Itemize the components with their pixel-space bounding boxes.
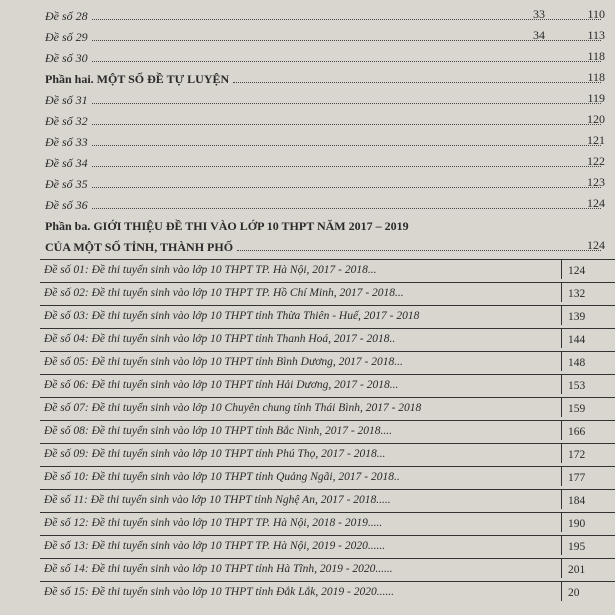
toc-entry: Đề số 28 33 110 [45,4,605,24]
dot-leader [91,40,601,41]
row-label: Đề số 06: Đề thi tuyển sinh vào lớp 10 T… [44,379,399,391]
toc-entry: Phần hai. MỘT SỐ ĐỀ TỰ LUYỆN 118 [45,67,605,87]
section-title: Phần ba. GIỚI THIỆU ĐỀ THI VÀO LỚP 10 TH… [45,219,409,233]
page-number: 184 [561,490,585,509]
sub-page: 33 [533,7,545,21]
toc-entry: Đề số 35 123 [45,172,605,192]
table-row: Đề số 14: Đề thi tuyển sinh vào lớp 10 T… [40,558,615,582]
table-row: Đề số 06: Đề thi tuyển sinh vào lớp 10 T… [40,374,615,398]
table-row: Đề số 08: Đề thi tuyển sinh vào lớp 10 T… [40,420,615,444]
page-number: 118 [587,49,605,63]
row-label: Đề số 14: Đề thi tuyển sinh vào lớp 10 T… [44,563,393,575]
page-number: 159 [561,398,585,417]
dot-leader [91,187,601,188]
row-label: Đề số 03: Đề thi tuyển sinh vào lớp 10 T… [44,310,420,322]
table-row: Đề số 02: Đề thi tuyển sinh vào lớp 10 T… [40,282,615,306]
table-row: Đề số 12: Đề thi tuyển sinh vào lớp 10 T… [40,512,615,536]
row-label: Đề số 15: Đề thi tuyển sinh vào lớp 10 T… [44,586,394,598]
toc-entry: Đề số 29 34 113 [45,25,605,45]
page-number: 172 [561,444,585,463]
entry-label: Đề số 34 [45,156,88,170]
table-row: Đề số 13: Đề thi tuyển sinh vào lớp 10 T… [40,535,615,559]
dot-leader [237,250,601,251]
table-row: Đề số 05: Đề thi tuyển sinh vào lớp 10 T… [40,351,615,375]
row-label: Đề số 10: Đề thi tuyển sinh vào lớp 10 T… [44,471,400,483]
row-label: Đề số 13: Đề thi tuyển sinh vào lớp 10 T… [44,540,386,552]
page-number: 144 [561,329,585,348]
row-label: Đề số 11: Đề thi tuyển sinh vào lớp 10 T… [44,494,391,506]
row-label: Đề số 12: Đề thi tuyển sinh vào lớp 10 T… [44,517,383,529]
dot-leader [233,82,601,83]
table-row: Đề số 15: Đề thi tuyển sinh vào lớp 10 T… [40,581,615,605]
toc-entry: Đề số 32 120 [45,109,605,129]
dot-leader [91,145,601,146]
sub-page: 34 [533,28,545,42]
toc-entry: Đề số 33 121 [45,130,605,150]
page-number: 153 [561,375,585,394]
entry-label: Đề số 30 [45,51,88,65]
table-row: Đề số 10: Đề thi tuyển sinh vào lớp 10 T… [40,466,615,490]
entry-label: Đề số 28 [45,9,88,23]
page-number: 166 [561,421,585,440]
row-label: Đề số 07: Đề thi tuyển sinh vào lớp 10 C… [44,402,422,414]
dot-leader [91,19,601,20]
page-number: 119 [587,91,605,105]
table-row: Đề số 11: Đề thi tuyển sinh vào lớp 10 T… [40,489,615,513]
row-label: Đề số 02: Đề thi tuyển sinh vào lớp 10 T… [44,287,404,299]
table-row: Đề số 07: Đề thi tuyển sinh vào lớp 10 C… [40,397,615,421]
entry-label: Đề số 29 [45,30,88,44]
page-number: 190 [561,513,585,532]
page-number: 121 [587,133,605,147]
entry-label: Đề số 31 [45,93,88,107]
page-number: 118 [587,70,605,84]
page-number: 139 [561,306,585,325]
dot-leader [91,166,601,167]
entry-label: Đề số 32 [45,114,88,128]
table-row: Đề số 04: Đề thi tuyển sinh vào lớp 10 T… [40,328,615,352]
page-number: 124 [587,238,605,252]
page-number: 148 [561,352,585,371]
page-number: 120 [587,112,605,126]
row-label: Đề số 05: Đề thi tuyển sinh vào lớp 10 T… [44,356,403,368]
toc-entry: Đề số 31 119 [45,88,605,108]
dot-leader [91,124,601,125]
table-row: Đề số 01: Đề thi tuyển sinh vào lớp 10 T… [40,259,615,283]
row-label: Đề số 04: Đề thi tuyển sinh vào lớp 10 T… [44,333,396,345]
row-label: Đề số 01: Đề thi tuyển sinh vào lớp 10 T… [44,264,377,276]
table-row: Đề số 09: Đề thi tuyển sinh vào lớp 10 T… [40,443,615,467]
page-number: 201 [561,559,585,578]
toc-entry: Đề số 36 124 [45,193,605,213]
entry-label: Đề số 35 [45,177,88,191]
toc-entry: CỦA MỘT SỐ TỈNH, THÀNH PHỐ 124 [45,235,605,255]
page-number: 124 [561,260,585,279]
page-number: 132 [561,283,585,302]
entry-label: Đề số 33 [45,135,88,149]
entry-label: Đề số 36 [45,198,88,212]
dot-leader [91,61,601,62]
section-title: Phần hai. MỘT SỐ ĐỀ TỰ LUYỆN [45,72,230,86]
page-number: 110 [587,7,605,21]
section-title: CỦA MỘT SỐ TỈNH, THÀNH PHỐ [45,240,234,254]
page-number: 20 [561,582,580,601]
toc-entry: Đề số 30 118 [45,46,605,66]
dot-leader [91,208,601,209]
page-number: 195 [561,536,585,555]
page-number: 122 [587,154,605,168]
page-number: 177 [561,467,585,486]
toc-entry: Đề số 34 122 [45,151,605,171]
page-number: 113 [587,28,605,42]
row-label: Đề số 08: Đề thi tuyển sinh vào lớp 10 T… [44,425,393,437]
page-number: 124 [587,196,605,210]
dot-leader [91,103,601,104]
row-label: Đề số 09: Đề thi tuyển sinh vào lớp 10 T… [44,448,386,460]
page-number: 123 [587,175,605,189]
table-row: Đề số 03: Đề thi tuyển sinh vào lớp 10 T… [40,305,615,329]
